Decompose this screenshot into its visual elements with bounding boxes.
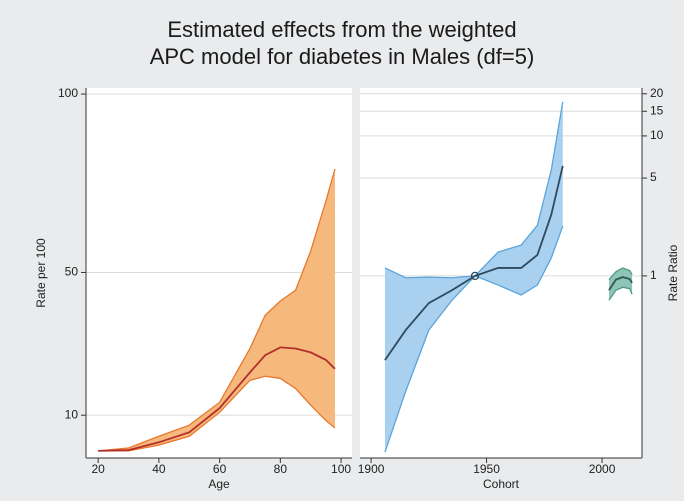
- y2-axis-label: Rate Ratio: [666, 244, 680, 301]
- confidence-band: [98, 168, 335, 451]
- band-edge: [608, 286, 633, 301]
- x-tick-label: 2000: [589, 462, 616, 476]
- y-tick-label: 10: [65, 407, 79, 421]
- band-edge: [98, 168, 336, 452]
- band-edge: [608, 267, 633, 281]
- y-tick-label: 5: [650, 170, 657, 184]
- estimate-line: [384, 165, 564, 361]
- y-tick-label: 15: [650, 103, 664, 117]
- y-tick-label: 100: [58, 86, 78, 100]
- y-tick-label: 50: [65, 265, 79, 279]
- x-axis-label: Cohort: [483, 477, 520, 491]
- y-tick-label: 10: [650, 128, 664, 142]
- chart-title: Estimated effects from the weighted: [167, 17, 516, 42]
- y-axis-label: Rate per 100: [34, 238, 48, 308]
- x-tick-label: 20: [91, 462, 105, 476]
- x-tick-label: 100: [331, 462, 351, 476]
- x-tick-label: 80: [274, 462, 288, 476]
- confidence-band: [608, 267, 633, 301]
- chart-title: APC model for diabetes in Males (df=5): [150, 44, 535, 69]
- band-edge: [384, 225, 564, 453]
- x-tick-label: 60: [213, 462, 227, 476]
- band-edge: [384, 101, 564, 279]
- band-edge: [98, 375, 336, 452]
- reference-point: [470, 271, 480, 281]
- x-tick-label: 40: [152, 462, 166, 476]
- y-tick-label: 1: [650, 268, 657, 282]
- y-tick-label: 20: [650, 86, 664, 100]
- x-axis-label: Age: [208, 477, 230, 491]
- estimate-line: [98, 346, 336, 452]
- x-tick-label: 1950: [473, 462, 500, 476]
- x-tick-label: 1900: [358, 462, 385, 476]
- estimate-line: [608, 276, 633, 291]
